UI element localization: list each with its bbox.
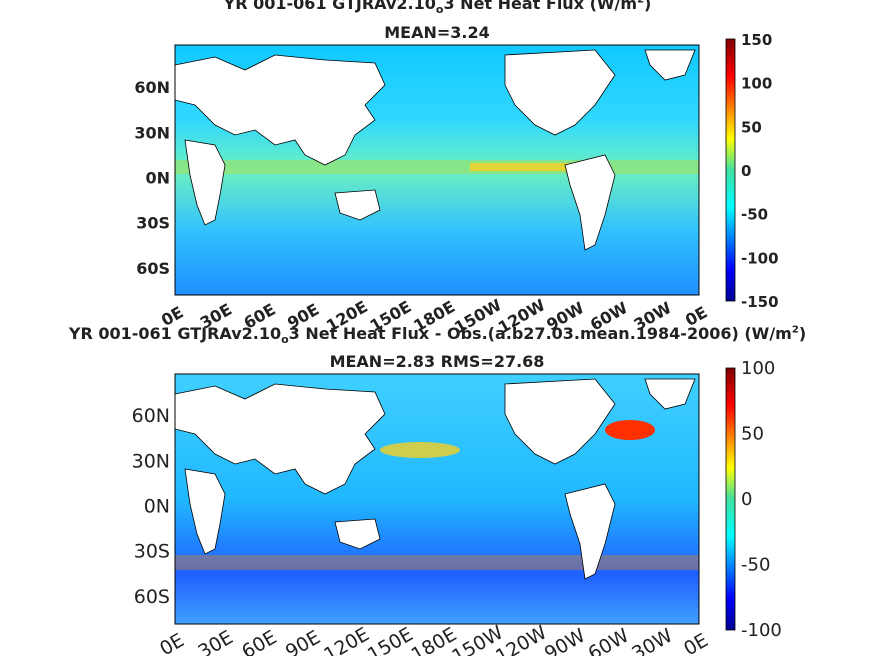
lat-tick-label: 30N <box>134 123 170 142</box>
lon-tick-label: 90E <box>284 300 322 333</box>
lon-tick-label: 0E <box>156 629 188 656</box>
top-map-title: YR 001-061 GTJRAv2.10o3 Net Heat Flux (W… <box>223 0 652 17</box>
bottom-map-southern-band <box>175 555 699 570</box>
lon-tick-label: 0E <box>682 302 711 329</box>
lon-tick-label: 150E <box>367 297 415 336</box>
lat-tick-label: 60N <box>132 405 170 427</box>
colorbar-tick-label: 100 <box>741 75 772 93</box>
lon-tick-label: 60W <box>587 298 631 335</box>
lon-tick-label: 30E <box>194 626 236 656</box>
colorbar-tick-label: -100 <box>741 620 782 641</box>
lon-tick-label: 90E <box>282 626 324 656</box>
colorbar-tick-label: 50 <box>741 424 764 445</box>
top-map-panel <box>174 44 700 296</box>
bottom-map-title: YR 001-061 GTJRAv2.10o3 Net Heat Flux - … <box>68 324 807 347</box>
lon-tick-label: 60E <box>238 626 280 656</box>
colorbar-tick-label: -50 <box>741 206 768 224</box>
colorbar-tick-label: -150 <box>741 293 779 311</box>
lat-tick-label: 30N <box>132 450 170 472</box>
lon-tick-label: 120W <box>495 295 549 337</box>
colorbar-tick-label: 100 <box>741 358 775 379</box>
top-colorbar <box>725 38 736 302</box>
lon-tick-label: 150W <box>451 295 505 337</box>
lat-tick-label: 30S <box>136 214 170 233</box>
top-map-pacific-band <box>470 163 580 171</box>
colorbar-tick-label: 0 <box>741 162 751 180</box>
bottom-map-panel <box>174 373 700 625</box>
bottom-map-subtitle: MEAN=2.83 RMS=27.68 <box>329 352 545 371</box>
lat-tick-label: 0N <box>144 496 170 518</box>
top-map-subtitle: MEAN=3.24 <box>384 23 490 42</box>
lat-tick-label: 30S <box>134 541 170 563</box>
colorbar-tick-label: 50 <box>741 118 762 136</box>
lon-tick-label: 0E <box>680 629 712 656</box>
bottom-map-gulfstream-anomaly <box>605 420 655 440</box>
lon-tick-label: 90W <box>543 298 587 335</box>
lon-tick-label: 60E <box>240 300 278 333</box>
lat-tick-label: 0N <box>145 169 170 188</box>
lon-tick-label: 120E <box>323 297 371 336</box>
lon-tick-label: 30W <box>628 624 676 656</box>
lon-tick-label: 30W <box>631 298 675 335</box>
lat-tick-label: 60S <box>134 586 170 608</box>
lat-tick-label: 60S <box>136 259 170 278</box>
colorbar-tick-label: -50 <box>741 555 770 576</box>
top-map-equatorial-band <box>175 160 699 174</box>
colorbar-tick-label: 150 <box>741 31 772 49</box>
colorbar-tick-label: -100 <box>741 249 779 267</box>
lat-tick-label: 60N <box>134 78 170 97</box>
lon-tick-label: 180E <box>410 297 458 336</box>
bottom-map-kuroshio-anomaly <box>380 442 460 458</box>
lon-tick-label: 60W <box>585 624 633 656</box>
lon-tick-label: 30E <box>197 300 235 333</box>
lon-tick-label: 0E <box>158 302 187 329</box>
bottom-colorbar <box>725 367 736 631</box>
colorbar-tick-label: 0 <box>741 489 752 510</box>
